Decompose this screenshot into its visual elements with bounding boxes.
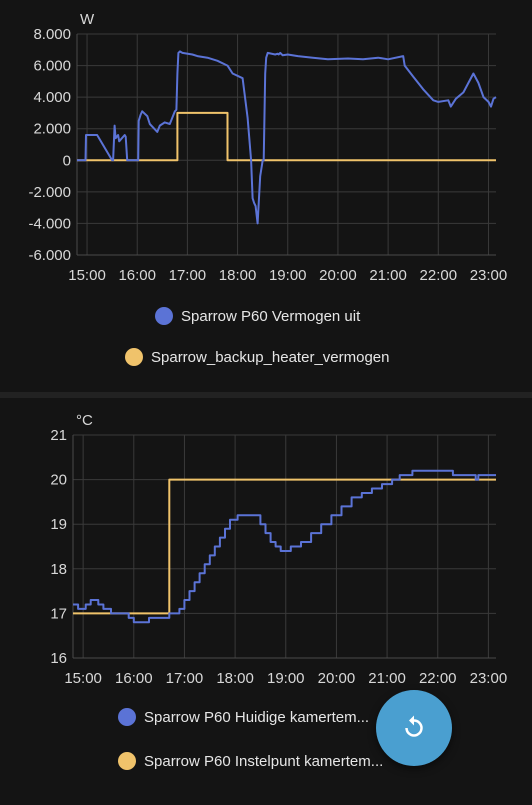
legend-label: Sparrow P60 Instelpunt kamertem... [144,752,384,770]
y-tick-label: 4.000 [33,89,71,106]
y-tick-label: 0 [63,152,71,169]
x-tick-label: 18:00 [216,670,254,687]
y-tick-label: -6.000 [28,247,71,264]
x-tick-label: 21:00 [368,670,406,687]
y-tick-label: 16 [50,650,67,667]
y-tick-label: 19 [50,516,67,533]
series-line-blue [77,50,497,225]
refresh-icon [405,715,423,737]
y-tick-label: 21 [50,427,67,444]
legend-label: Sparrow_backup_heater_vermogen [151,348,390,366]
power-chart: W -6.000 -4.000 -2.000 0 2.000 4.000 6.000 8.000… [28,11,508,284]
series-line-blue [73,469,496,624]
x-tick-label: 20:00 [318,670,356,687]
legend-item-huidige-kamertemp[interactable]: Sparrow P60 Huidige kamertem... [118,708,369,726]
y-tick-label: 17 [50,605,67,622]
legend-dot-yellow [118,752,136,770]
legend-item-backup-heater[interactable]: Sparrow_backup_heater_vermogen [125,348,389,366]
legend-dot-blue [118,708,136,726]
x-tick-label: 22:00 [419,670,457,687]
series-line-yellow [77,111,496,162]
power-chart-card: W -6.000 -4.000 -2.000 0 2.000 4.000 6.000 8.000… [0,0,532,392]
refresh-button[interactable] [376,690,452,766]
y-tick-label: -2.000 [28,184,71,201]
x-tick-label: 16:00 [118,267,156,284]
y-tick-label: -4.000 [28,215,71,232]
legend-dot-blue [155,307,173,325]
y-axis-unit: W [80,11,95,28]
series-line-yellow [73,478,496,615]
legend-item-vermogen-uit[interactable]: Sparrow P60 Vermogen uit [155,307,360,325]
temperature-chart-card: °C 16 17 18 19 20 21 15:00 16:00 17:00 18:00 19:00 2… [0,398,532,800]
temperature-chart: °C 16 17 18 19 20 21 15:00 16:00 17:00 18:00 19:00 2… [50,412,508,687]
x-tick-label: 15:00 [64,670,102,687]
x-tick-label: 18:00 [219,267,257,284]
y-tick-label: 8.000 [33,26,71,43]
x-tick-label: 19:00 [269,267,307,284]
x-tick-label: 23:00 [470,267,508,284]
y-tick-label: 2.000 [33,121,71,138]
legend-item-instelpunt-kamertemp[interactable]: Sparrow P60 Instelpunt kamertem... [118,752,383,770]
x-tick-label: 17:00 [166,670,204,687]
x-tick-label: 16:00 [115,670,153,687]
x-tick-label: 15:00 [68,267,106,284]
x-tick-label: 20:00 [319,267,357,284]
x-tick-label: 19:00 [267,670,305,687]
x-tick-label: 17:00 [169,267,207,284]
x-tick-label: 22:00 [420,267,458,284]
legend-label: Sparrow P60 Vermogen uit [181,307,361,325]
y-tick-label: 20 [50,472,67,489]
legend-label: Sparrow P60 Huidige kamertem... [144,708,370,726]
y-tick-label: 6.000 [33,58,71,75]
legend-dot-yellow [125,348,143,366]
x-tick-label: 21:00 [369,267,407,284]
y-tick-label: 18 [50,561,67,578]
x-tick-label: 23:00 [470,670,508,687]
y-axis-unit: °C [76,412,93,429]
card-divider [0,392,532,398]
